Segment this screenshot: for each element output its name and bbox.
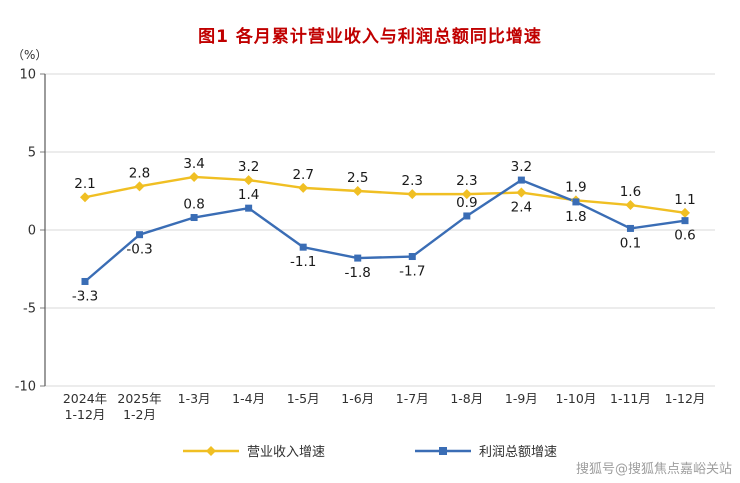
x-axis-label: 1-2月 — [123, 407, 156, 422]
legend-item-profit: 利润总额增速 — [415, 441, 557, 460]
data-point-marker — [408, 253, 416, 261]
x-axis-label: 1-9月 — [505, 391, 538, 406]
watermark: 搜狐号@搜狐焦点嘉峪关站 — [575, 462, 732, 477]
value-label: 3.4 — [183, 156, 204, 172]
legend-marker-icon — [205, 445, 216, 456]
data-point-marker — [354, 254, 362, 262]
data-point-marker — [243, 175, 254, 186]
data-point-marker — [681, 217, 689, 225]
y-tick-label: 0 — [28, 224, 36, 239]
value-label: 2.8 — [129, 165, 150, 181]
data-point-marker — [134, 181, 145, 192]
value-label: 2.3 — [402, 173, 423, 189]
value-label: 1.4 — [238, 187, 259, 203]
value-label: 0.9 — [456, 195, 477, 211]
x-axis-label: 1-3月 — [178, 391, 211, 406]
y-tick-label: -10 — [15, 380, 36, 395]
data-point-marker — [625, 200, 636, 211]
legend: 营业收入增速 利润总额增速 — [0, 441, 740, 460]
value-label: 3.2 — [238, 159, 259, 175]
y-tick-label: -5 — [23, 302, 36, 317]
data-point-marker — [299, 243, 307, 251]
x-axis-label: 1-4月 — [232, 391, 265, 406]
series-line-revenue — [83, 175, 687, 215]
data-point-marker — [461, 189, 472, 200]
series-line-profit — [83, 178, 687, 283]
value-label: 1.8 — [565, 209, 586, 225]
x-axis-label: 1-12月 — [65, 407, 106, 422]
data-point-marker — [516, 187, 527, 198]
value-label: 0.6 — [674, 228, 695, 244]
data-point-marker — [298, 182, 309, 193]
legend-marker-icon — [439, 446, 447, 455]
data-point-marker — [80, 192, 90, 203]
value-label: 2.3 — [456, 173, 477, 189]
x-axis-label: 1-7月 — [396, 391, 429, 406]
x-axis-label: 2024年 — [63, 391, 107, 406]
value-label: 0.8 — [183, 197, 204, 213]
x-axis-label: 2025年 — [117, 391, 161, 406]
value-label: 1.9 — [565, 179, 586, 195]
data-point-marker — [680, 207, 690, 218]
data-point-marker — [626, 224, 634, 232]
value-label: 1.1 — [674, 192, 695, 208]
x-axis-label: 1-12月 — [665, 391, 706, 406]
data-point-marker — [572, 198, 580, 206]
data-point-marker — [190, 214, 198, 222]
value-label: -1.8 — [345, 265, 371, 281]
data-point-marker — [245, 204, 253, 212]
value-label: -3.3 — [72, 288, 98, 304]
x-axis-label: 1-8月 — [450, 391, 483, 406]
data-point-marker — [517, 176, 525, 184]
value-label: 2.1 — [74, 176, 95, 192]
x-axis-label: 1-5月 — [287, 391, 320, 406]
x-axis-label: 1-10月 — [555, 391, 596, 406]
value-label: 2.7 — [292, 167, 313, 183]
value-label: 2.5 — [347, 170, 368, 186]
value-label: -0.3 — [126, 242, 152, 258]
profit-line-swatch-icon — [415, 446, 471, 455]
revenue-line-swatch-icon — [182, 445, 239, 456]
y-tick-label: 5 — [28, 146, 36, 161]
data-point-marker — [463, 212, 471, 220]
data-point-marker — [407, 189, 418, 200]
value-label: 0.1 — [620, 235, 641, 251]
x-axis-label: 1-6月 — [341, 391, 374, 406]
x-axis-label: 1-11月 — [610, 391, 651, 406]
data-point-marker — [136, 231, 144, 239]
value-label: 3.2 — [511, 159, 532, 175]
legend-label-profit: 利润总额增速 — [479, 445, 558, 460]
y-axis-unit-label: （%） — [12, 48, 48, 62]
plot-area: 10 5 0 -5 -10 2.1 2.8 3.4 3.2 2.7 2.5 2.3 2.3 2.4 1.9 1… — [15, 68, 715, 422]
chart-title: 图1 各月累计营业收入与利润总额同比增速 — [198, 27, 542, 47]
value-label: 2.4 — [511, 200, 532, 216]
legend-item-revenue: 营业收入增速 — [182, 441, 325, 460]
data-point-marker — [189, 171, 200, 182]
value-label: 1.6 — [620, 184, 641, 200]
legend-label-revenue: 营业收入增速 — [246, 445, 325, 460]
value-label: -1.1 — [290, 254, 316, 270]
y-tick-label: 10 — [19, 68, 36, 83]
value-label: -1.7 — [399, 264, 425, 280]
data-point-marker — [81, 277, 89, 285]
data-point-marker — [352, 186, 363, 196]
